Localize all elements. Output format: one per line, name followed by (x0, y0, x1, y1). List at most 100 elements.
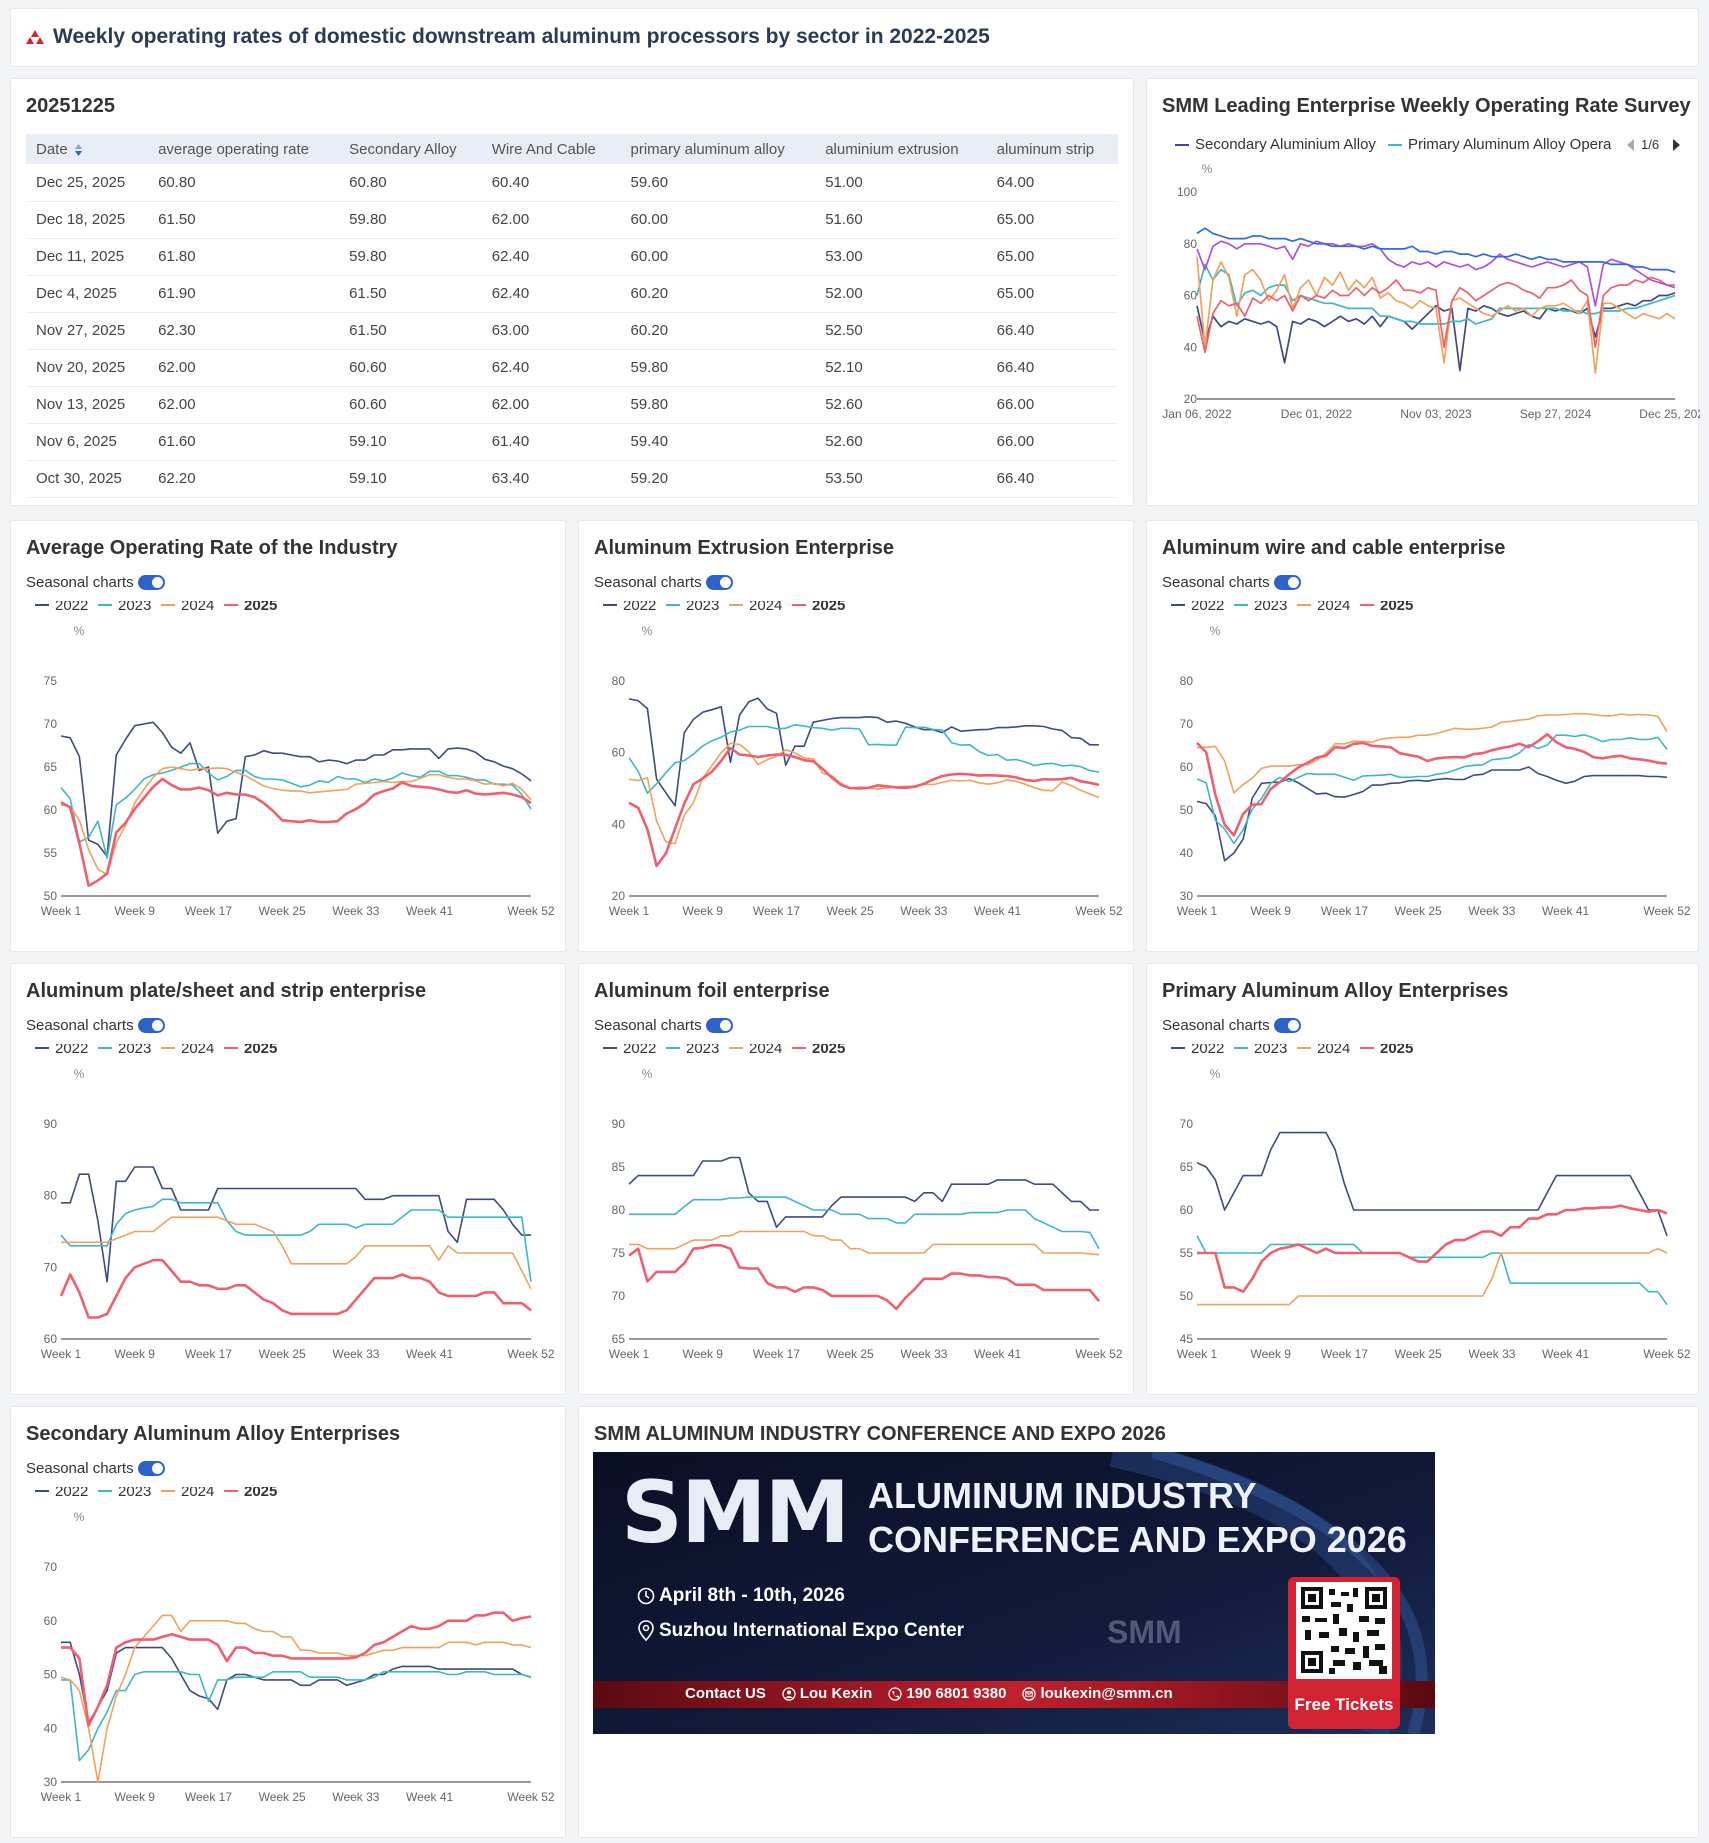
table-cell: 60.60 (339, 386, 482, 424)
y-tick-label: 50 (44, 889, 58, 903)
y-tick-label: 40 (1184, 340, 1198, 354)
series-line (1196, 276, 1675, 354)
qr-code-icon (1301, 1587, 1387, 1674)
x-tick-label: Week 9 (114, 904, 155, 918)
table-title: 20251225 (26, 95, 115, 117)
seasonal-toggle[interactable]: Seasonal charts (26, 1460, 165, 1477)
user-icon (782, 1686, 796, 1701)
legend-page: 1/6 (1641, 137, 1660, 152)
y-tick-label: 65 (1180, 1160, 1194, 1174)
table-cell: Oct 30, 2025 (26, 460, 149, 498)
table-cell: 62.40 (481, 238, 621, 276)
seasonal-toggle[interactable]: Seasonal charts (26, 1017, 165, 1034)
x-tick-label: Dec 25, 2025 (1639, 407, 1700, 421)
table-cell: 51.00 (815, 164, 987, 202)
promo-banner[interactable]: SMM ALUMINUM INDUSTRY CONFERENCE AND EXP… (593, 1452, 1435, 1734)
seasonal-label: Seasonal charts (26, 1017, 134, 1034)
legend-swatch (1387, 143, 1402, 146)
seasonal-label: Seasonal charts (1162, 574, 1270, 591)
legend-item: 2023 (686, 1044, 719, 1057)
table-row: Nov 20, 2025 62.00 60.60 62.40 59.80 52.10 66.… (26, 349, 1118, 387)
table-cell: 62.00 (148, 386, 340, 424)
x-tick-label: Week 33 (1468, 904, 1515, 918)
table-cell: 61.90 (148, 275, 340, 313)
seasonal-toggle[interactable]: Seasonal charts (594, 1017, 733, 1034)
series-line-2024 (61, 1216, 532, 1290)
table-row: Dec 18, 2025 61.50 59.80 62.00 60.00 51.60 65.… (26, 201, 1118, 239)
avg-chart-title: Average Operating Rate of the Industry (26, 537, 398, 559)
contact-phone: 190 6801 9380 (906, 1685, 1007, 1702)
clock-icon (637, 1587, 655, 1605)
table-cell: 66.40 (986, 460, 1118, 498)
sort-icon[interactable] (74, 143, 83, 157)
seasonal-toggle[interactable]: Seasonal charts (1162, 1017, 1301, 1034)
free-tickets-button[interactable]: Free Tickets (1294, 1695, 1394, 1714)
table-cell: 61.50 (339, 312, 482, 350)
table-cell: 59.80 (339, 238, 482, 276)
table-cell: 61.50 (339, 275, 482, 313)
y-tick-label: 70 (44, 717, 58, 731)
legend-item[interactable]: Primary Aluminum Alloy Opera (1407, 136, 1612, 153)
table-row: Nov 6, 2025 61.60 59.10 61.40 59.40 52.60 66.0… (26, 423, 1118, 461)
series-line-2025 (628, 1244, 1101, 1311)
x-tick-label: Week 52 (507, 904, 554, 918)
x-tick-label: Jan 06, 2022 (1162, 407, 1232, 421)
table-cell: 52.60 (815, 423, 987, 461)
legend-item: 2024 (1317, 601, 1350, 614)
table-row: Nov 13, 2025 62.00 60.60 62.00 59.80 52.60 66.… (26, 386, 1118, 424)
toggle-switch[interactable] (1273, 1018, 1301, 1033)
x-tick-label: Week 33 (332, 904, 379, 918)
x-tick-label: Week 17 (753, 1347, 800, 1361)
x-tick-label: Sep 27, 2024 (1520, 407, 1592, 421)
series-line-2024 (628, 742, 1100, 845)
seasonal-toggle[interactable]: Seasonal charts (26, 574, 165, 591)
y-tick-label: 80 (1180, 674, 1194, 688)
table-cell: 61.50 (148, 201, 340, 239)
y-tick-label: 40 (1180, 846, 1194, 860)
wire-panel: Aluminum wire and cable enterprise Seaso… (1146, 520, 1699, 952)
x-tick-label: Week 17 (185, 904, 232, 918)
y-tick-label: 20 (1184, 392, 1198, 406)
column-header: primary aluminum alloy (620, 134, 816, 164)
table-cell: 59.10 (339, 423, 482, 461)
x-tick-label: Week 25 (259, 1347, 306, 1361)
x-tick-label: Week 1 (41, 904, 82, 918)
table-cell: 60.20 (620, 312, 816, 350)
extrusion-chart-title: Aluminum Extrusion Enterprise (594, 537, 895, 559)
x-tick-label: Week 1 (609, 904, 650, 918)
operating-rate-table: Date average operating rate Secondary Al… (26, 134, 1118, 498)
x-tick-label: Week 17 (185, 1347, 232, 1361)
table-cell: 60.80 (339, 164, 482, 202)
table-cell: 60.40 (481, 164, 621, 202)
toggle-switch[interactable] (137, 1018, 165, 1033)
seasonal-toggle[interactable]: Seasonal charts (594, 574, 733, 591)
y-tick-label: 55 (1180, 1246, 1194, 1260)
toggle-switch[interactable] (705, 575, 733, 590)
primary-panel: Primary Aluminum Alloy Enterprises Seaso… (1146, 963, 1699, 1395)
x-tick-label: Week 9 (114, 1790, 155, 1804)
column-header: aluminium extrusion (815, 134, 987, 164)
seasonal-toggle[interactable]: Seasonal charts (1162, 574, 1301, 591)
primary-chart: 2022 2023 2024 2025% 45 50 55 60 65 70 Week 1 Week … (1171, 1044, 1691, 1361)
column-header: Wire And Cable (481, 134, 621, 164)
banner-venue: Suzhou International Expo Center (637, 1620, 964, 1642)
x-tick-label: Week 25 (1395, 904, 1442, 918)
column-header: Secondary Alloy (339, 134, 482, 164)
y-tick-label: 40 (44, 1721, 58, 1735)
toggle-switch[interactable] (137, 575, 165, 590)
legend-next-icon[interactable] (1671, 138, 1681, 152)
x-tick-label: Week 25 (259, 904, 306, 918)
table-cell: 61.80 (148, 238, 340, 276)
toggle-switch[interactable] (137, 1461, 165, 1476)
seasonal-label: Seasonal charts (1162, 1017, 1270, 1034)
series-line-2023 (1196, 1235, 1668, 1306)
toggle-switch[interactable] (1273, 575, 1301, 590)
column-header-date[interactable]: Date (26, 134, 149, 164)
toggle-switch[interactable] (705, 1018, 733, 1033)
seasonal-label: Seasonal charts (594, 1017, 702, 1034)
legend-item: 2025 (1380, 1044, 1413, 1057)
table-cell: 59.80 (620, 349, 816, 387)
legend-prev-icon[interactable] (1626, 138, 1636, 152)
legend-item[interactable]: Secondary Aluminium Alloy (1195, 136, 1376, 153)
y-unit-label: % (74, 1067, 85, 1081)
